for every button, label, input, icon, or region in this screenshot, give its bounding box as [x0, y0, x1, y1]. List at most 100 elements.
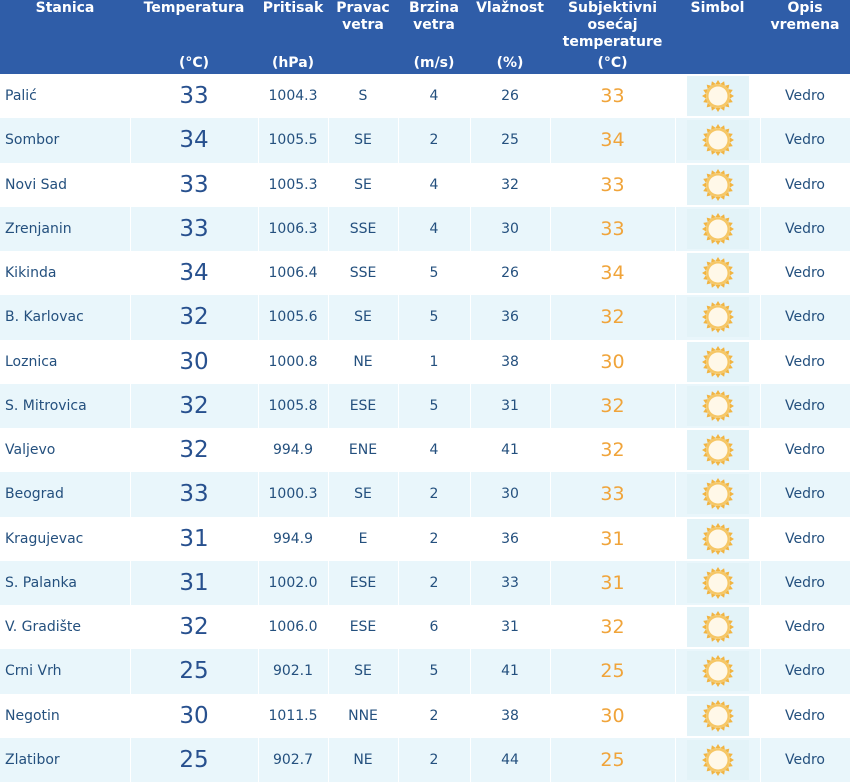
header-cell: Vlažnost (%) [470, 0, 550, 74]
sun-icon [701, 168, 734, 201]
wind-direction: ESE [328, 383, 399, 428]
temperature: 30 [130, 339, 259, 384]
symbol-cell [675, 74, 761, 119]
wind-speed: 1 [398, 339, 471, 384]
feels-like: 25 [550, 737, 676, 782]
symbol-box [686, 474, 749, 515]
sun-icon [701, 478, 734, 511]
pressure: 1000.3 [258, 472, 329, 517]
table-row: S. Palanka 31 1002.0 ESE 2 33 31 Vedro [0, 560, 850, 605]
humidity: 38 [470, 339, 551, 384]
table-row: Novi Sad 33 1005.3 SE 4 32 33 Vedro [0, 162, 850, 207]
symbol-box [686, 651, 749, 692]
station: Loznica [0, 339, 131, 384]
temperature: 34 [130, 118, 259, 163]
pressure: 1004.3 [258, 74, 329, 119]
wind-direction: S [328, 74, 399, 119]
symbol-cell [675, 605, 761, 650]
header-cell: Brzina vetra (m/s) [398, 0, 470, 74]
humidity: 36 [470, 295, 551, 340]
sun-icon [701, 301, 734, 334]
symbol-cell [675, 516, 761, 561]
symbol-box [686, 164, 749, 205]
symbol-cell [675, 206, 761, 251]
description: Vedro [760, 118, 850, 163]
station: V. Gradište [0, 605, 131, 650]
symbol-cell [675, 737, 761, 782]
description: Vedro [760, 206, 850, 251]
wind-direction: SE [328, 118, 399, 163]
sun-icon [701, 345, 734, 378]
temperature: 30 [130, 693, 259, 738]
table-row: Kragujevac 31 994.9 E 2 36 31 Vedro [0, 516, 850, 561]
pressure: 994.9 [258, 428, 329, 473]
wind-speed: 2 [398, 118, 471, 163]
sun-icon [701, 434, 734, 467]
symbol-cell [675, 383, 761, 428]
feels-like: 31 [550, 516, 676, 561]
wind-direction: ESE [328, 605, 399, 650]
symbol-box [686, 253, 749, 294]
header-unit: (m/s) [413, 55, 455, 71]
header-cell: Opis vremena [760, 0, 850, 74]
sun-icon [701, 389, 734, 422]
header-stack: Vlažnost (%) [470, 0, 550, 72]
symbol-box [686, 695, 749, 736]
wind-speed: 4 [398, 428, 471, 473]
table-row: Kikinda 34 1006.4 SSE 5 26 34 Vedro [0, 251, 850, 296]
feels-like: 31 [550, 560, 676, 605]
table-row: Zrenjanin 33 1006.3 SSE 4 30 33 Vedro [0, 206, 850, 251]
header-title: Pravac vetra [336, 0, 390, 33]
pressure: 1000.8 [258, 339, 329, 384]
station: Novi Sad [0, 162, 131, 207]
header-stack: Simbol [675, 0, 760, 72]
feels-like: 33 [550, 206, 676, 251]
station: Negotin [0, 693, 131, 738]
pressure: 1005.3 [258, 162, 329, 207]
wind-direction: SE [328, 649, 399, 694]
description: Vedro [760, 383, 850, 428]
header-cell: Pravac vetra [328, 0, 398, 74]
header-unit: (%) [496, 55, 524, 71]
wind-speed: 5 [398, 251, 471, 296]
header-stack: Subjektivni osećaj temperature (°C) [550, 0, 675, 72]
temperature: 32 [130, 605, 259, 650]
feels-like: 33 [550, 472, 676, 517]
feels-like: 32 [550, 295, 676, 340]
symbol-cell [675, 162, 761, 207]
station: Valjevo [0, 428, 131, 473]
header-unit: (°C) [597, 55, 628, 71]
pressure: 902.7 [258, 737, 329, 782]
sun-icon [701, 655, 734, 688]
humidity: 30 [470, 206, 551, 251]
description: Vedro [760, 162, 850, 207]
symbol-cell [675, 472, 761, 517]
symbol-cell [675, 649, 761, 694]
symbol-box [686, 739, 749, 780]
description: Vedro [760, 516, 850, 561]
feels-like: 25 [550, 649, 676, 694]
pressure: 1002.0 [258, 560, 329, 605]
feels-like: 30 [550, 339, 676, 384]
sun-icon [701, 257, 734, 290]
table-row: Zlatibor 25 902.7 NE 2 44 25 Vedro [0, 737, 850, 782]
table-row: Sombor 34 1005.5 SE 2 25 34 Vedro [0, 118, 850, 163]
header-title: Subjektivni osećaj temperature [562, 0, 663, 50]
pressure: 1005.6 [258, 295, 329, 340]
humidity: 32 [470, 162, 551, 207]
description: Vedro [760, 339, 850, 384]
wind-direction: ESE [328, 560, 399, 605]
wind-speed: 2 [398, 516, 471, 561]
header-title: Pritisak [262, 0, 324, 16]
wind-speed: 2 [398, 560, 471, 605]
description: Vedro [760, 693, 850, 738]
symbol-box [686, 208, 749, 249]
humidity: 33 [470, 560, 551, 605]
wind-direction: SSE [328, 206, 399, 251]
sun-icon [701, 566, 734, 599]
temperature: 33 [130, 472, 259, 517]
symbol-box [686, 607, 749, 648]
wind-speed: 5 [398, 383, 471, 428]
